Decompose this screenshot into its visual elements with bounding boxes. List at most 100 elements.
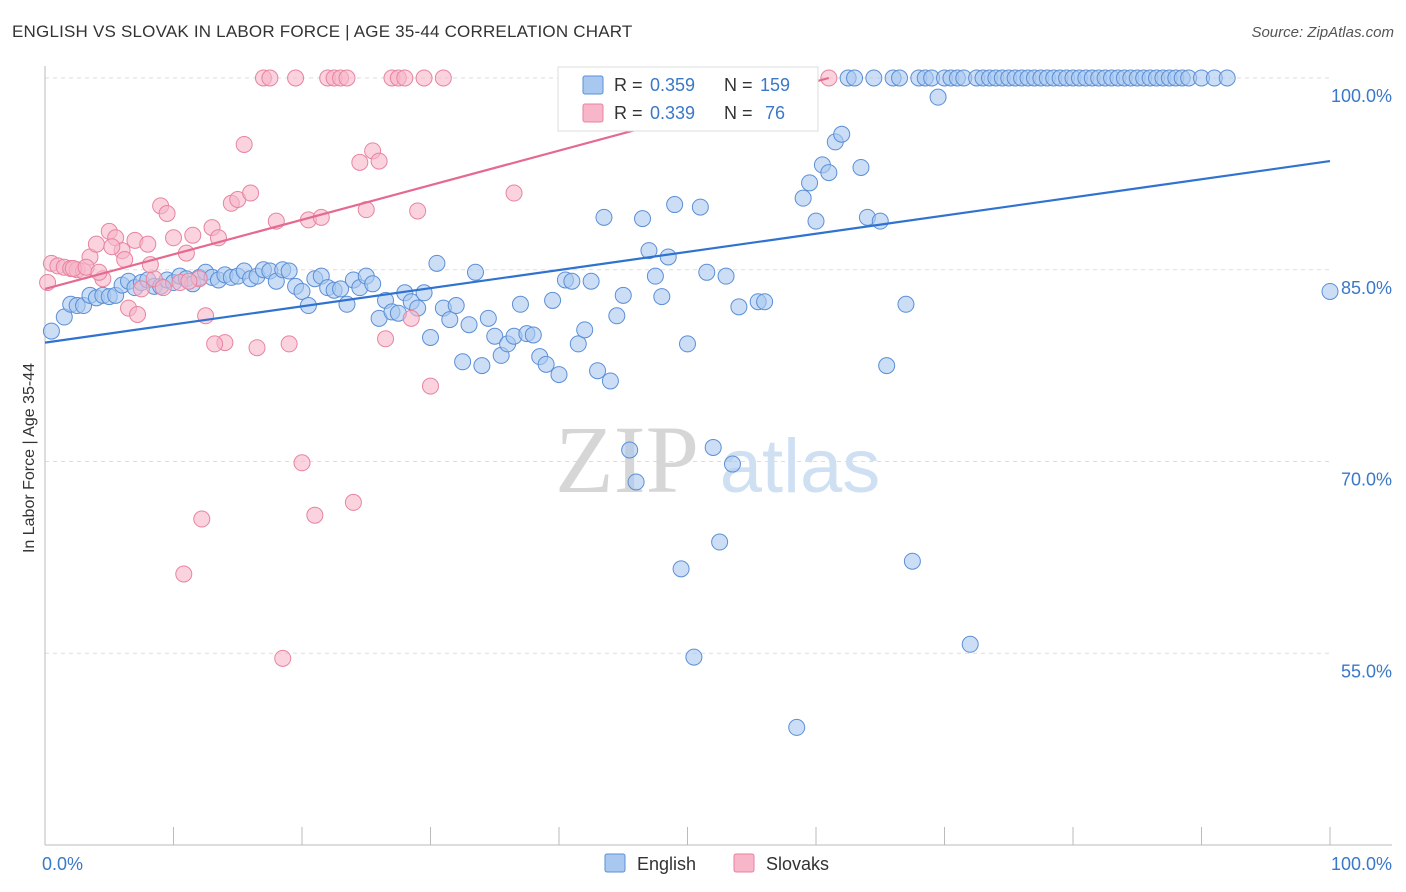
watermark-atlas: atlas xyxy=(720,424,881,509)
english-point xyxy=(801,174,819,192)
english-point xyxy=(634,210,652,228)
slovak-point xyxy=(402,309,420,327)
slovak-r-value: 0.339 xyxy=(650,103,695,123)
english-point xyxy=(460,316,478,334)
english-point xyxy=(280,262,298,280)
english-point xyxy=(903,552,921,570)
english-point xyxy=(601,372,619,390)
english-point xyxy=(653,288,671,306)
english-point xyxy=(704,438,722,456)
y-tick-label: 70.0% xyxy=(1341,470,1392,490)
english-point xyxy=(608,307,626,325)
english-trend-line xyxy=(44,160,1331,344)
watermark: ZIP atlas xyxy=(555,406,880,513)
english-point xyxy=(659,248,677,266)
english-point xyxy=(717,267,735,285)
english-n-value: 159 xyxy=(760,75,790,95)
legend-slovak-swatch xyxy=(733,853,755,873)
english-point xyxy=(293,282,311,300)
english-point xyxy=(479,309,497,327)
english-point xyxy=(582,272,600,290)
slovak-points xyxy=(39,69,838,667)
slovak-point xyxy=(306,506,324,524)
english-point xyxy=(897,295,915,313)
slovak-point xyxy=(248,339,266,357)
english-point xyxy=(1218,69,1236,87)
source-label: Source: ZipAtlas.com xyxy=(1251,24,1394,41)
slovak-point xyxy=(180,272,198,290)
english-point xyxy=(794,189,812,207)
legend-english-label: English xyxy=(637,854,696,874)
english-point xyxy=(852,158,870,176)
english-points xyxy=(42,69,1339,736)
english-point xyxy=(614,286,632,304)
stats-legend: R = 0.359 N = 159 R = 0.339 N = 76 xyxy=(557,66,819,132)
slovak-point xyxy=(415,69,433,87)
slovak-point xyxy=(103,238,121,256)
english-point xyxy=(723,455,741,473)
english-point xyxy=(691,198,709,216)
slovak-r-label: R = xyxy=(614,103,643,123)
slovak-point xyxy=(132,280,150,298)
legend-slovak-label: Slovaks xyxy=(766,854,829,874)
slovak-point xyxy=(396,69,414,87)
english-swatch xyxy=(582,75,604,95)
english-point xyxy=(511,295,529,313)
chart-title: ENGLISH VS SLOVAK IN LABOR FORCE | AGE 3… xyxy=(12,22,633,41)
slovak-point xyxy=(235,135,253,153)
english-point xyxy=(1321,282,1339,300)
english-r-label: R = xyxy=(614,75,643,95)
slovak-point xyxy=(344,493,362,511)
slovak-point xyxy=(261,69,279,87)
slovak-point xyxy=(409,202,427,220)
english-point xyxy=(711,533,729,551)
english-point xyxy=(364,275,382,293)
english-n-label: N = xyxy=(724,75,753,95)
english-point xyxy=(788,718,806,736)
english-point xyxy=(544,291,562,309)
slovak-point xyxy=(312,208,330,226)
english-point xyxy=(524,326,542,344)
series-legend: English Slovaks xyxy=(604,853,829,874)
slovak-point xyxy=(422,377,439,395)
english-r-value: 0.359 xyxy=(650,75,695,95)
english-point xyxy=(428,254,446,272)
slovak-point xyxy=(175,565,193,583)
tick-labels: 55.0% 70.0% 85.0% 100.0% 0.0% 100.0% xyxy=(42,86,1392,874)
y-tick-label: 100.0% xyxy=(1331,86,1392,106)
english-point xyxy=(621,441,639,459)
english-point xyxy=(595,208,613,226)
english-point xyxy=(730,298,748,316)
english-point xyxy=(466,263,484,281)
english-point xyxy=(486,327,504,345)
slovak-point xyxy=(139,235,157,253)
legend-english-swatch xyxy=(604,853,626,873)
english-point xyxy=(865,69,883,87)
english-point xyxy=(537,355,555,373)
english-point xyxy=(685,648,703,666)
english-point xyxy=(563,272,581,290)
slovak-n-label: N = xyxy=(724,103,753,123)
x-tick-label: 100.0% xyxy=(1331,854,1392,874)
axes xyxy=(44,66,1392,846)
english-point xyxy=(833,125,851,143)
slovak-point xyxy=(351,153,369,171)
slovak-point xyxy=(505,184,523,202)
slovak-point xyxy=(242,184,260,202)
slovak-point xyxy=(287,69,305,87)
english-point xyxy=(589,362,607,380)
english-point xyxy=(672,560,690,578)
x-tick-label: 0.0% xyxy=(42,854,83,874)
english-point xyxy=(550,366,568,384)
english-point xyxy=(441,311,459,329)
slovak-n-value: 76 xyxy=(760,103,785,123)
y-tick-label: 55.0% xyxy=(1341,661,1392,681)
english-point xyxy=(415,284,433,302)
slovak-point xyxy=(377,330,395,348)
english-point xyxy=(454,353,472,371)
slovak-point xyxy=(206,335,224,353)
slovak-point xyxy=(293,454,311,472)
slovak-point xyxy=(370,152,388,170)
slovak-point xyxy=(154,279,172,297)
